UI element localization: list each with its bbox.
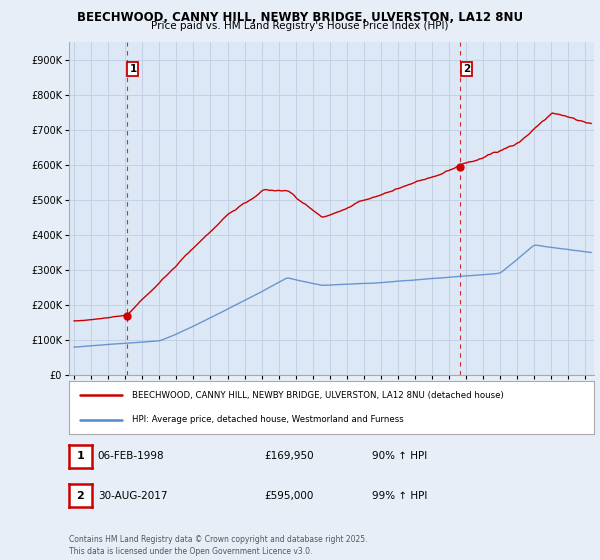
Text: 1: 1 [77, 451, 84, 461]
Text: BEECHWOOD, CANNY HILL, NEWBY BRIDGE, ULVERSTON, LA12 8NU (detached house): BEECHWOOD, CANNY HILL, NEWBY BRIDGE, ULV… [132, 391, 504, 400]
Text: Contains HM Land Registry data © Crown copyright and database right 2025.
This d: Contains HM Land Registry data © Crown c… [69, 535, 367, 556]
Text: 2: 2 [463, 64, 470, 74]
Text: 30-AUG-2017: 30-AUG-2017 [98, 491, 167, 501]
Text: BEECHWOOD, CANNY HILL, NEWBY BRIDGE, ULVERSTON, LA12 8NU: BEECHWOOD, CANNY HILL, NEWBY BRIDGE, ULV… [77, 11, 523, 24]
Text: £595,000: £595,000 [264, 491, 313, 501]
Text: HPI: Average price, detached house, Westmorland and Furness: HPI: Average price, detached house, West… [132, 415, 404, 424]
Text: 06-FEB-1998: 06-FEB-1998 [98, 451, 164, 461]
Text: 99% ↑ HPI: 99% ↑ HPI [372, 491, 427, 501]
Text: £169,950: £169,950 [264, 451, 314, 461]
Text: 2: 2 [77, 491, 84, 501]
Text: Price paid vs. HM Land Registry's House Price Index (HPI): Price paid vs. HM Land Registry's House … [151, 21, 449, 31]
Text: 1: 1 [130, 64, 137, 74]
Text: 90% ↑ HPI: 90% ↑ HPI [372, 451, 427, 461]
